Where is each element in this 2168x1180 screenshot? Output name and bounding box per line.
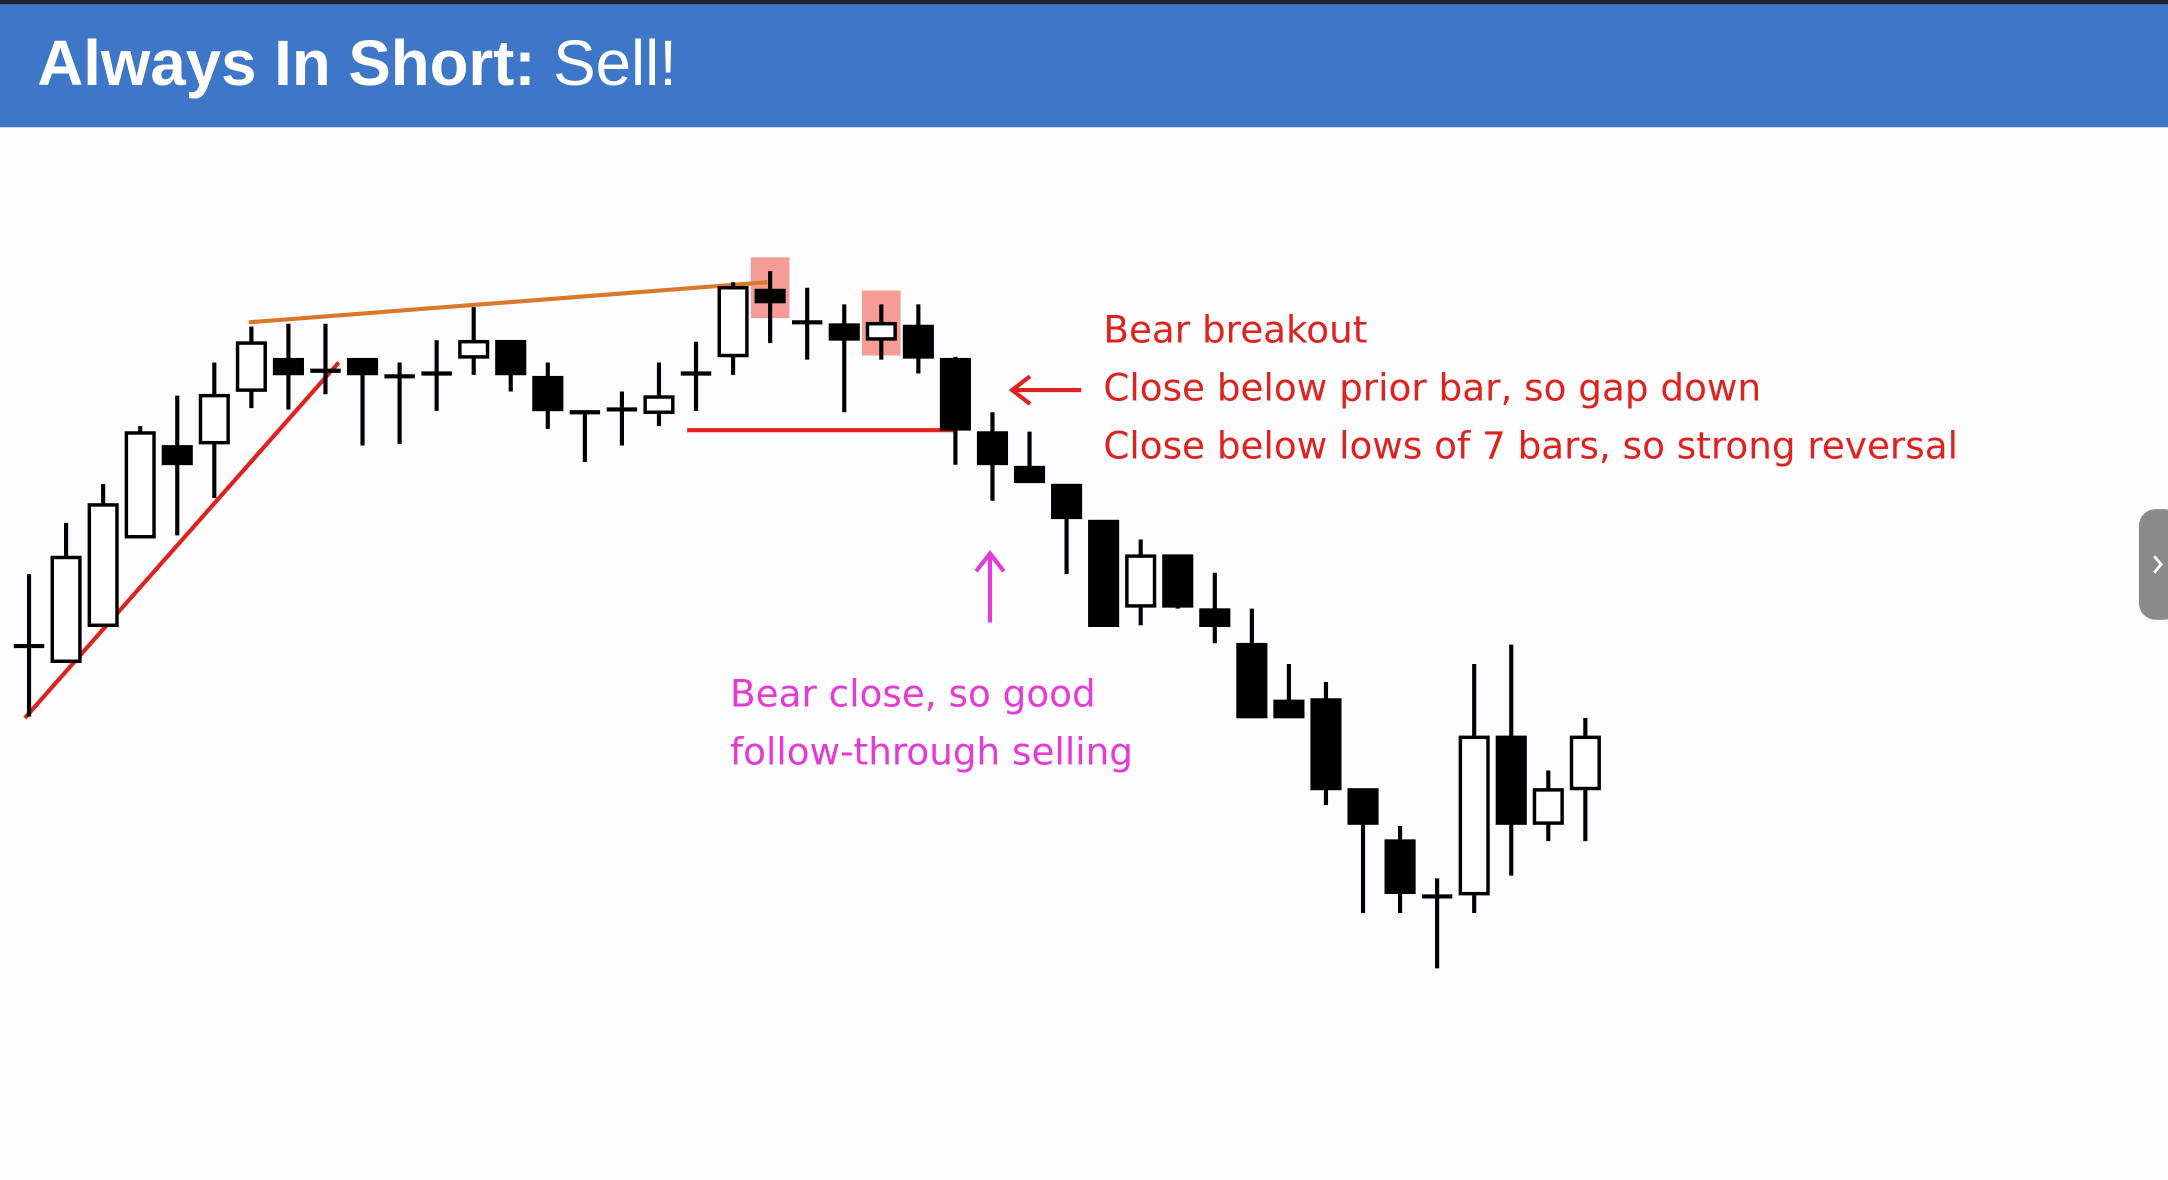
title-bold: Always In Short:	[37, 28, 535, 99]
annotation-text: Bear close, so good	[730, 671, 1096, 715]
bear-body	[1273, 699, 1305, 719]
bull-body	[124, 431, 156, 539]
next-button[interactable]	[2138, 509, 2168, 620]
bear-body	[272, 357, 304, 376]
bull-body	[643, 395, 675, 414]
header-bar	[0, 0, 2168, 128]
bull-body	[50, 555, 82, 663]
bull-body	[1125, 554, 1157, 608]
bear-body	[902, 324, 934, 359]
bear-body	[495, 339, 527, 376]
bull-body	[1532, 788, 1564, 825]
follow-arrow	[974, 549, 1006, 623]
bear-body	[1162, 554, 1194, 608]
bear-body	[1088, 519, 1120, 628]
annotation-text: follow-through selling	[730, 729, 1133, 773]
annotations: Bear breakout Close below prior bar, so g…	[730, 307, 1958, 773]
bull-body	[865, 321, 897, 341]
bear-body	[828, 323, 860, 341]
bear-body	[1236, 642, 1268, 719]
next-icon	[2153, 555, 2163, 574]
bull-body	[458, 339, 490, 359]
bear-body	[1051, 483, 1083, 520]
bear-body	[346, 357, 379, 376]
bear-body	[939, 357, 971, 431]
annotation-text: Close below lows of 7 bars, so strong re…	[1103, 424, 1958, 468]
bear-body	[1495, 735, 1527, 825]
annotation-text: Bear breakout	[1103, 307, 1367, 351]
annotation-text: Close below prior bar, so gap down	[1103, 366, 1761, 410]
bear-body	[976, 431, 1009, 466]
bear-body	[1347, 788, 1379, 825]
bull-body	[1569, 735, 1601, 791]
bear-body	[754, 288, 786, 304]
bear-body	[1310, 698, 1342, 791]
bull-body	[235, 341, 267, 392]
bull-body	[87, 503, 119, 628]
bear-body	[161, 445, 193, 466]
breakout-arrow	[1008, 374, 1082, 406]
bull-body	[1458, 735, 1490, 896]
bear-body	[1199, 608, 1231, 628]
title-rest: Sell!	[553, 28, 677, 99]
resistance-line	[248, 280, 768, 325]
bear-body	[532, 375, 564, 412]
header-title: Always In Short: Sell!	[37, 28, 677, 99]
candles	[13, 271, 1601, 969]
top-strip	[0, 0, 2168, 5]
bear-body	[1384, 839, 1416, 894]
bull-body	[717, 286, 749, 358]
bull-body	[198, 393, 230, 445]
bear-body	[1013, 465, 1046, 484]
